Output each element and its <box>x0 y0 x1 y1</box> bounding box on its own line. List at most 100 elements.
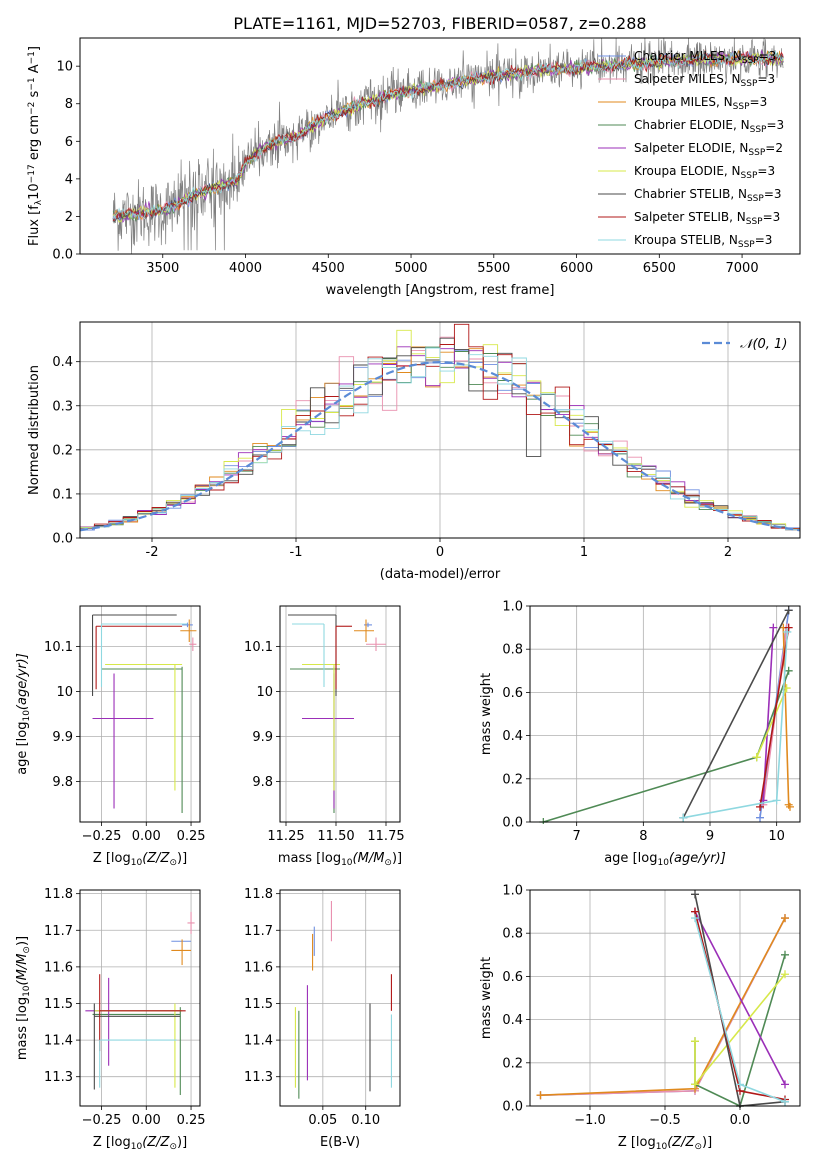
y-tick-label: 10 <box>56 60 73 75</box>
y-tick-label: 0.3 <box>52 399 73 414</box>
weight-marker-kroupa_stelib <box>691 914 699 923</box>
legend-label-salpeter_elodie-part: =2 <box>765 141 783 155</box>
y-tick-label: 9.8 <box>52 775 73 790</box>
y-axis-label-part: s <box>27 90 42 101</box>
x-tick-label: 5500 <box>477 261 510 276</box>
y-axis-label-part: 10 <box>22 985 32 997</box>
weight-marker-chabrier_stelib <box>691 890 699 899</box>
x-tick-label: 0.00 <box>132 1113 161 1128</box>
y-tick-label: 9.8 <box>252 775 273 790</box>
weight-marker-kroupa_stelib <box>783 627 792 636</box>
y-axis-label-part: (age/yr)] <box>15 653 30 710</box>
y-tick-label: 0.6 <box>502 686 523 701</box>
y-axis-label-part: −1 <box>27 51 37 64</box>
errorbars <box>294 900 392 1099</box>
y-tick-label: 0.4 <box>52 355 73 370</box>
x-axis-label: wavelength [Angstrom, rest frame] <box>326 283 555 298</box>
x-tick-label: −1.0 <box>574 1113 606 1128</box>
weight-marker-kroupa_miles <box>781 914 789 923</box>
model-line-salpeter_stelib <box>112 49 784 221</box>
errorbars <box>91 614 197 813</box>
y-axis-label-part: Flux [f <box>27 205 42 246</box>
x-axis-label-part: (Z/Z <box>142 1135 170 1150</box>
weight-marker-salpeter_elodie <box>781 1080 789 1089</box>
x-tick-label: −0.25 <box>82 1113 122 1128</box>
legend-label-kroupa_elodie: Kroupa ELODIE, NSSP=3 <box>634 164 775 181</box>
x-tick-label: 11.50 <box>317 829 354 844</box>
x-axis-label-part: 10 <box>657 858 669 868</box>
errorbars <box>288 614 386 813</box>
model-line-kroupa_stelib <box>112 50 784 219</box>
y-tick-label: 11.8 <box>44 887 73 902</box>
weight-line-kroupa_elodie <box>755 687 788 758</box>
x-tick-label: 0.25 <box>177 829 206 844</box>
legend-label-kroupa_elodie-part: =3 <box>757 164 775 178</box>
histogram-steps <box>80 323 800 533</box>
x-axis-label: E(B-V) <box>320 1135 360 1150</box>
x-tick-label: −0.5 <box>649 1113 681 1128</box>
y-tick-label: 0.0 <box>502 1100 523 1115</box>
weight-marker-salpeter_stelib <box>784 623 793 632</box>
weight-marker-kroupa_miles <box>786 802 794 811</box>
weight-marker-kroupa_stelib <box>736 1080 744 1089</box>
y-tick-label: 9.9 <box>252 730 273 745</box>
x-tick-label: 6500 <box>643 261 676 276</box>
x-tick-label: 4500 <box>312 261 345 276</box>
y-axis-label-part: ⊙ <box>22 946 32 954</box>
legend-label-kroupa_elodie-part: SSP <box>741 171 758 181</box>
y-tick-label: 11.3 <box>44 1070 73 1085</box>
x-tick-label: -1 <box>290 545 303 560</box>
y-axis-label-part: −1 <box>27 77 37 90</box>
legend-label-salpeter_stelib-part: SSP <box>746 217 763 227</box>
legend-label-chabrier_elodie-part: =3 <box>766 118 784 132</box>
x-axis-label-part: (Z/Z <box>142 851 170 866</box>
weight-marker-salpeter_elodie <box>769 623 778 632</box>
x-tick-label: 4000 <box>229 261 262 276</box>
x-tick-label: 11.25 <box>267 829 304 844</box>
axes-frame <box>79 605 201 823</box>
x-axis-label-part: ⊙ <box>169 858 177 868</box>
weight-line-salpeter_miles <box>540 917 786 1096</box>
x-tick-label: 2 <box>724 545 732 560</box>
residuals-histogram-panel: -2 -1 0 1 2 0.0 0.1 0.2 0.3 0.4 (data-model)/error… <box>27 321 801 582</box>
x-tick-label: 7 <box>573 829 581 844</box>
gaussian-curve <box>80 360 800 532</box>
errorbars <box>85 911 195 1096</box>
y-tick-label: 11.5 <box>44 997 73 1012</box>
legend-label-chabrier_miles-part: Chabrier MILES, N <box>634 49 742 63</box>
y-tick-label: 0.6 <box>502 970 523 985</box>
mass-vs-ebv-panel: 0.05 0.10 11.3 11.4 11.5 11.6 11.7 11.8 E(B-V) <box>244 887 401 1150</box>
x-tick-label: 0 <box>436 545 444 560</box>
y-axis-label: Normed distribution <box>27 365 42 495</box>
y-axis-label-part: ] <box>27 46 42 51</box>
y-tick-label: 10.1 <box>244 640 273 655</box>
y-tick-label: 0.0 <box>52 248 73 263</box>
x-axis-label-part: 10 <box>656 1142 668 1152</box>
x-tick-label: 9 <box>706 829 714 844</box>
weight-lines <box>539 606 794 824</box>
weight-vs-metallicity-panel: −1.0 −0.5 0.0 0.0 0.2 0.4 0.6 0.8 1.0 Z [log10(Z/… <box>479 884 801 1152</box>
x-axis-label-part: )] <box>177 1135 187 1150</box>
legend-label-chabrier_elodie-part: SSP <box>750 125 767 135</box>
legend-label-chabrier_stelib-part: SSP <box>747 194 764 204</box>
legend-label-salpeter_stelib: Salpeter STELIB, NSSP=3 <box>634 210 780 227</box>
weight-line-chabrier_miles <box>540 917 786 1096</box>
y-tick-label: 0.1 <box>52 487 73 502</box>
y-axis-label-part: λ <box>34 199 44 205</box>
x-tick-label: -2 <box>146 545 159 560</box>
x-axis-label-part: ⊙ <box>384 858 392 868</box>
x-axis-label-part: )] <box>177 851 187 866</box>
x-axis-label-part: ⊙ <box>694 1142 702 1152</box>
y-axis-label: Flux [fλ10−17 erg cm−2 s−1 A−1] <box>27 46 44 246</box>
axes-frame <box>279 889 401 1107</box>
legend-label-kroupa_miles-part: =3 <box>750 95 768 109</box>
legend-label-chabrier_stelib-part: =3 <box>764 187 782 201</box>
y-tick-label: 9.9 <box>52 730 73 745</box>
y-axis-label: age [log10(age/yr)] <box>15 653 32 775</box>
y-axis-label-part: (M/M <box>15 954 30 986</box>
weight-marker-chabrier_stelib <box>784 606 793 615</box>
x-axis-label-part: 10 <box>131 1142 143 1152</box>
x-tick-label: 0.25 <box>177 1113 206 1128</box>
y-tick-label: 11.7 <box>44 924 73 939</box>
